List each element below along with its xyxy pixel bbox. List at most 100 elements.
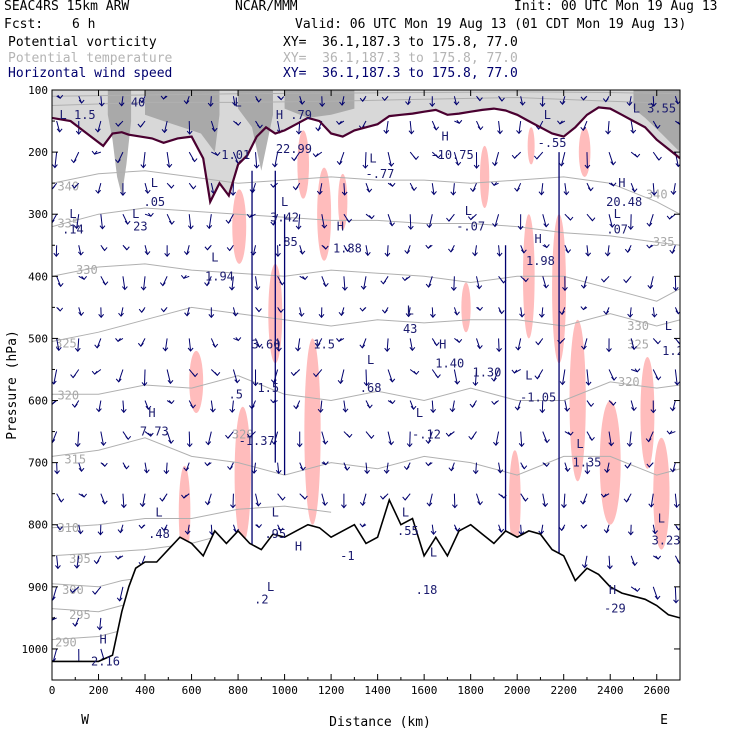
wind-arrow xyxy=(56,276,62,287)
wind-arrowhead xyxy=(609,223,616,228)
wind-arrowhead xyxy=(491,377,497,382)
wind-arrowhead xyxy=(519,313,525,318)
isentrope-label: 330 xyxy=(627,319,649,333)
wind-arrow xyxy=(427,431,433,444)
wind-arrowhead xyxy=(669,468,676,473)
wind-arrowhead xyxy=(624,464,631,469)
wind-arrowhead xyxy=(604,252,611,257)
wind-arrowhead xyxy=(204,282,210,287)
wind-arrowhead xyxy=(389,182,396,187)
wind-arrowhead xyxy=(71,403,78,408)
wind-arrowhead xyxy=(584,164,591,169)
model-title: SEAC4RS 15km ARW xyxy=(4,0,130,14)
wind-arrow xyxy=(630,369,638,373)
wind-arrowhead xyxy=(295,347,301,352)
wind-arrowhead xyxy=(539,102,546,107)
wind-arrow xyxy=(560,151,566,166)
wind-arrow xyxy=(453,369,458,385)
wind-arrowhead xyxy=(344,466,351,471)
wind-arrowhead xyxy=(645,438,652,443)
wind-arrowhead xyxy=(472,252,478,257)
pv-extremum-label: 1.88 xyxy=(333,241,362,255)
wind-arrowhead xyxy=(562,286,568,292)
isentrope-line xyxy=(52,536,215,557)
wind-arrow xyxy=(297,338,301,351)
wind-arrow xyxy=(78,462,82,472)
wind-arrowhead xyxy=(669,249,676,254)
wind-arrowhead xyxy=(181,494,187,499)
wind-arrowhead xyxy=(230,191,236,196)
wind-arrow xyxy=(498,120,501,134)
pv-extremum-label: L xyxy=(211,251,218,265)
wind-arrow xyxy=(277,462,280,474)
pv-extremum-label: L xyxy=(430,546,437,560)
pv-extremum-label: .55 xyxy=(397,524,419,538)
wind-arrowhead xyxy=(160,95,167,100)
wind-arrow xyxy=(97,183,102,194)
isentrope-label: 330 xyxy=(76,263,98,277)
wind-arrowhead xyxy=(57,307,64,312)
wind-arrowhead xyxy=(448,248,454,253)
wind-arrowhead xyxy=(581,564,588,569)
wind-arrow xyxy=(343,183,346,196)
isentrope-label: 335 xyxy=(57,217,79,231)
wind-arrowhead xyxy=(433,342,440,347)
wind-arrowhead xyxy=(141,382,148,387)
wind-arrowhead xyxy=(71,184,78,189)
wind-arrow xyxy=(606,524,610,533)
wind-arrowhead xyxy=(542,503,549,508)
x-tick-label: 800 xyxy=(228,684,248,697)
wind-arrowhead xyxy=(160,308,167,313)
wind-arrowhead xyxy=(646,244,653,249)
wind-arrow xyxy=(475,276,480,289)
wind-arrowhead xyxy=(246,214,253,219)
wind-arrowhead xyxy=(648,503,655,508)
wind-arrowhead xyxy=(120,504,127,509)
wind-arrowhead xyxy=(497,469,504,474)
wind-arrowhead xyxy=(257,124,263,129)
wind-arrowhead xyxy=(207,102,214,107)
wind-arrowhead xyxy=(364,251,371,257)
pv-extremum-label: 3.60 xyxy=(252,338,281,352)
pv-extremum-label: H xyxy=(441,130,448,144)
wind-arrowhead xyxy=(252,382,259,387)
pv-dark-region xyxy=(145,90,220,153)
pv-positive-patch xyxy=(189,350,204,413)
wind-arrow xyxy=(365,182,370,193)
wind-arrow xyxy=(630,400,635,411)
wind-arrowhead xyxy=(290,372,297,377)
pv-extremum-label: .05 xyxy=(143,195,165,209)
wind-arrowhead xyxy=(78,467,85,472)
wind-arrowhead xyxy=(120,191,126,196)
wind-arrow xyxy=(385,120,389,134)
wind-arrowhead xyxy=(366,404,373,409)
pv-extremum-label: 1.2 xyxy=(662,344,684,358)
isentrope-line xyxy=(52,170,680,215)
wind-arrowhead xyxy=(610,161,617,166)
wind-arrowhead xyxy=(342,286,348,291)
pv-extremum-label: L xyxy=(151,176,158,190)
wind-arrowhead xyxy=(166,163,173,168)
wind-arrow xyxy=(453,151,459,166)
pv-extremum-label: 7.73 xyxy=(140,425,169,439)
wind-arrowhead xyxy=(477,126,484,131)
wind-arrow xyxy=(564,462,569,472)
wind-arrowhead xyxy=(426,502,433,507)
wind-arrow xyxy=(517,400,522,410)
wind-arrowhead xyxy=(338,311,345,317)
wind-arrowhead xyxy=(278,96,285,101)
wind-arrowhead xyxy=(425,439,432,445)
wind-arrow xyxy=(652,586,659,600)
pv-extremum-label: L xyxy=(132,207,139,221)
pv-extremum-label: L xyxy=(525,369,532,383)
wind-arrowhead xyxy=(565,249,572,254)
wind-arrowhead xyxy=(229,408,236,413)
wind-arrowhead xyxy=(654,124,661,129)
wind-arrowhead xyxy=(315,127,322,132)
wind-arrowhead xyxy=(101,247,108,252)
wind-arrowhead xyxy=(159,282,166,287)
wind-arrowhead xyxy=(184,312,190,317)
wind-arrow xyxy=(166,369,171,384)
wind-arrowhead xyxy=(631,561,638,567)
